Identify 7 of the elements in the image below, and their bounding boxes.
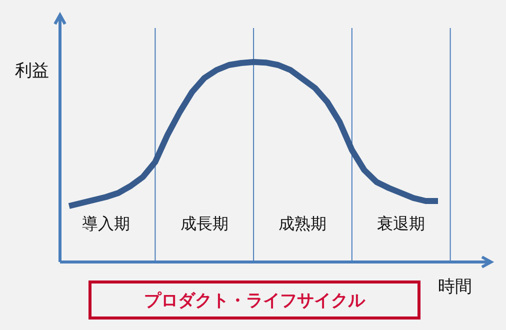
x-tick-label: 衰退期 [377, 215, 426, 233]
y-axis-title: 利益 [15, 61, 49, 80]
x-tick-label: 導入期 [82, 215, 130, 233]
x-tick-label: 成長期 [180, 215, 228, 233]
x-axis-title: 時間 [438, 277, 472, 296]
title: プロダクト・ライフサイクル [88, 280, 420, 320]
x-tick-label: 成熟期 [278, 215, 327, 233]
